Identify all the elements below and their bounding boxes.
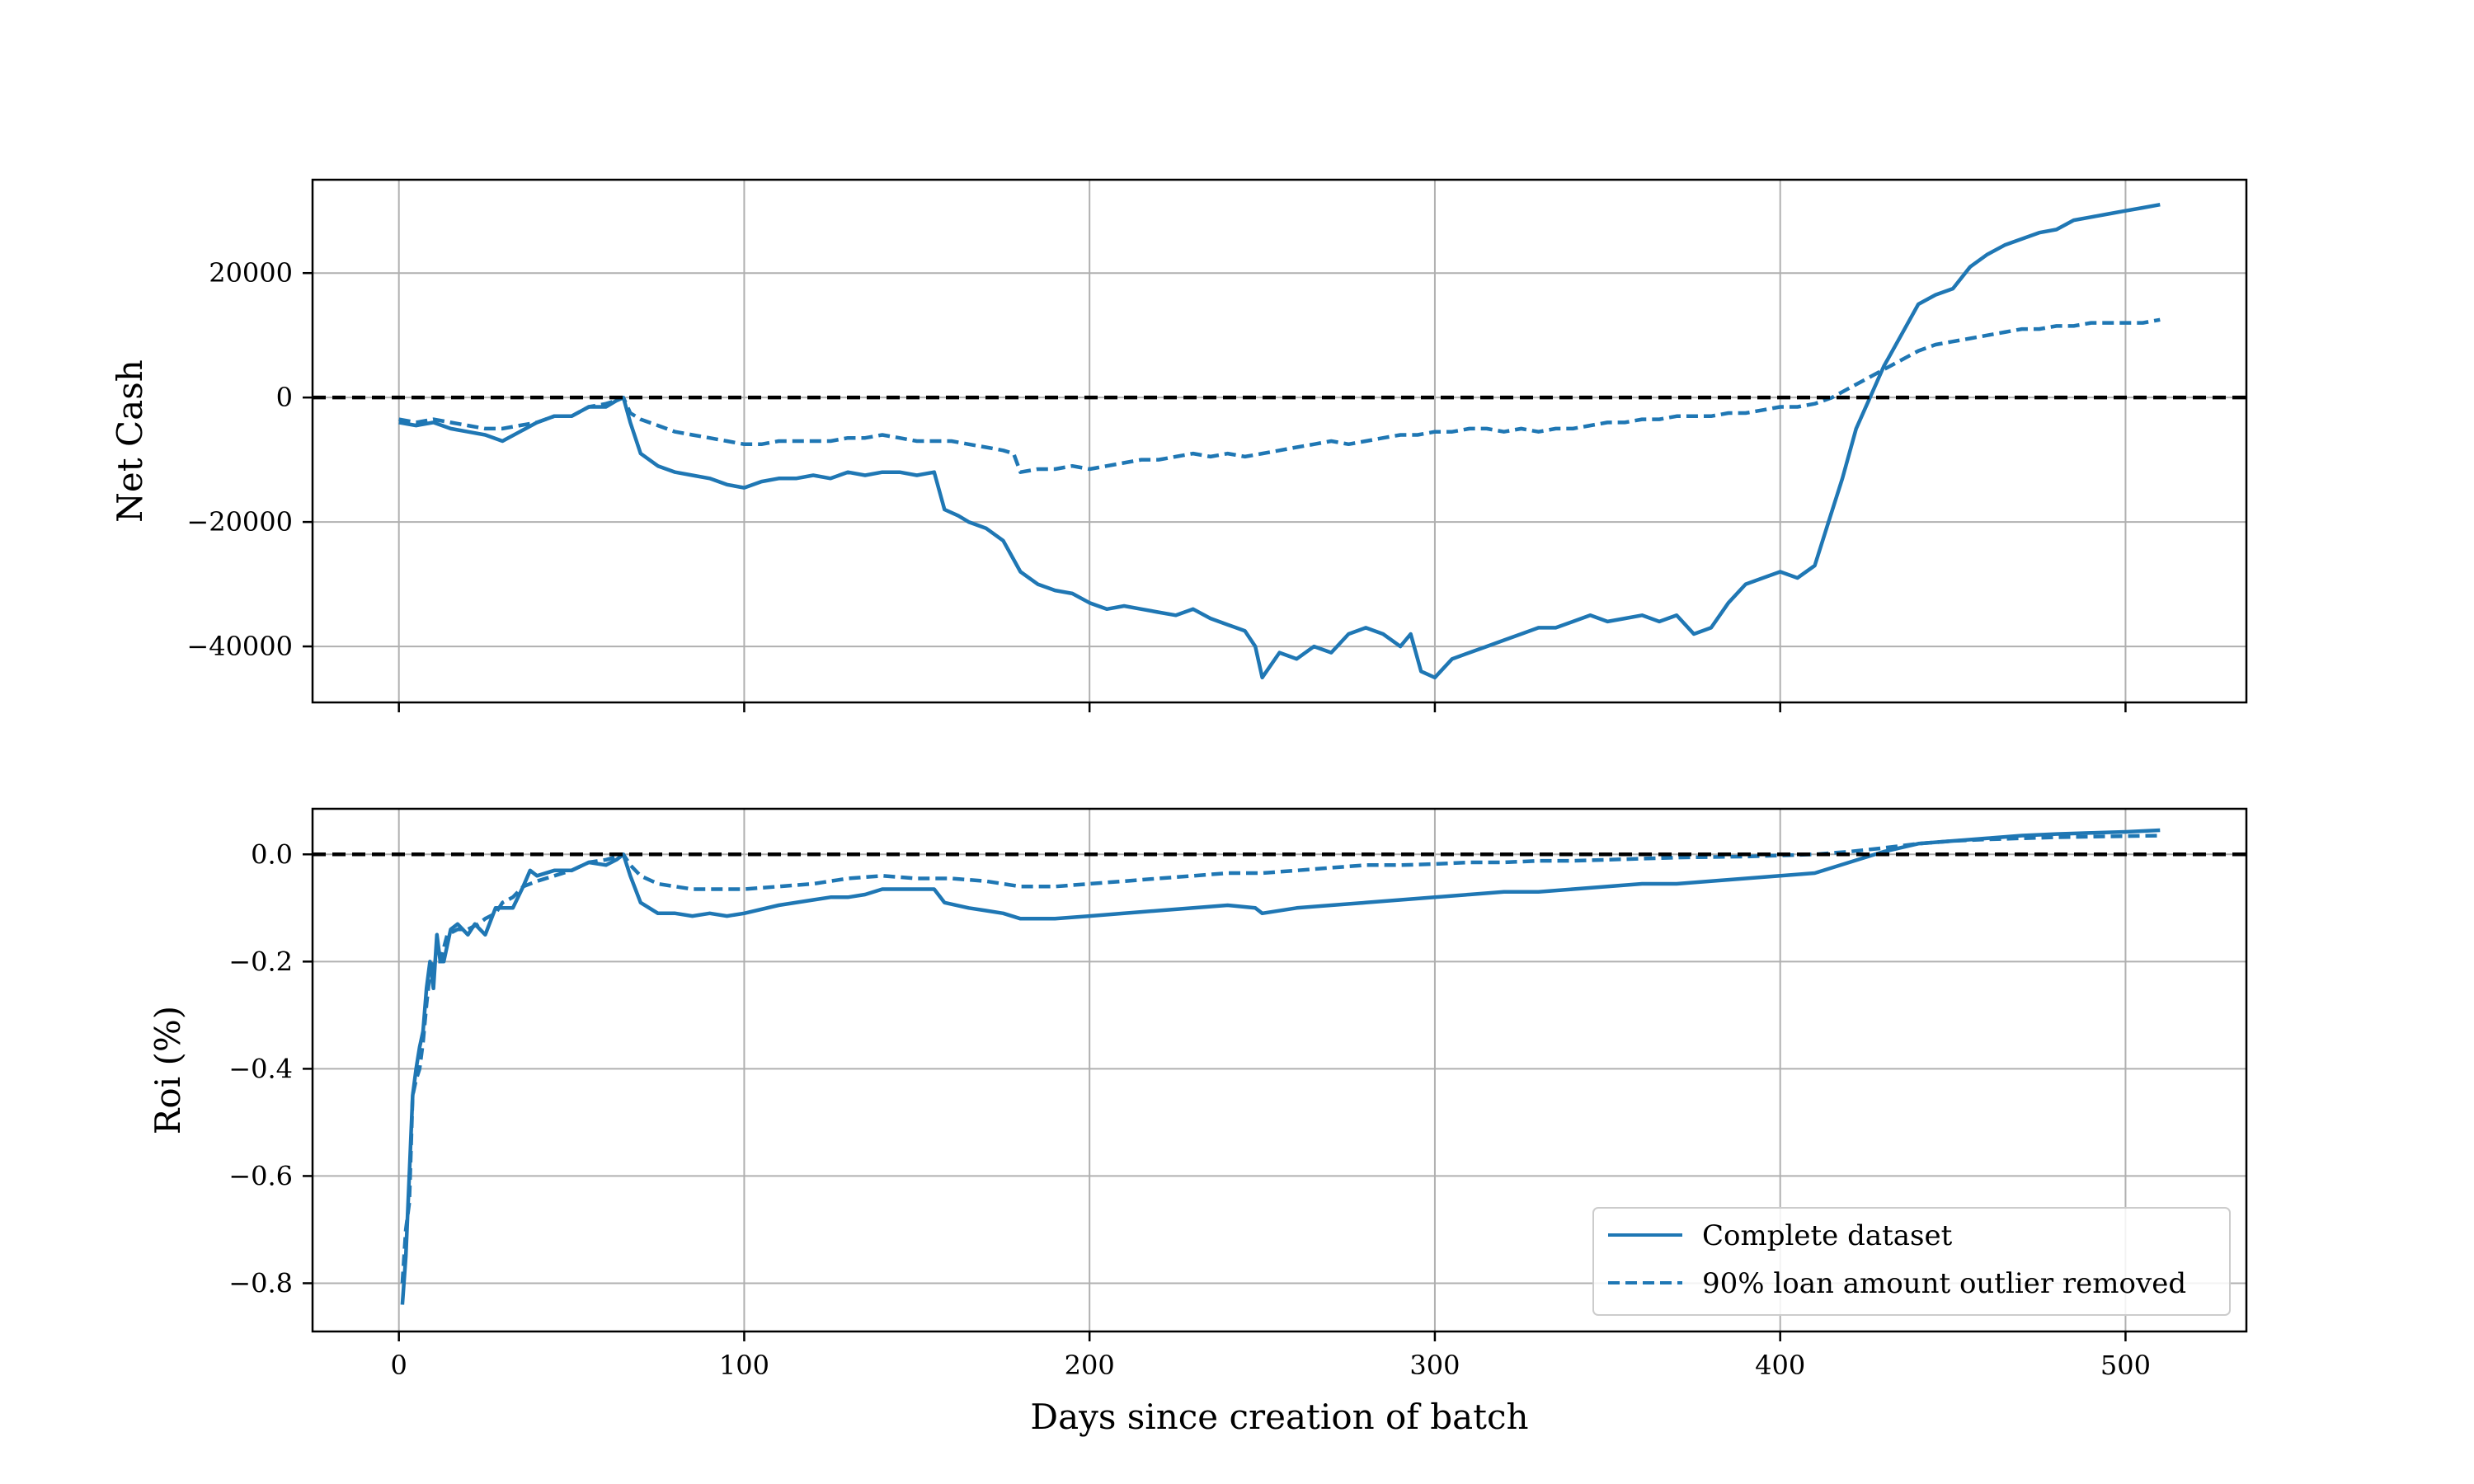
net-cash-ticks: −40000 −20000 0 20000 [186, 257, 2127, 712]
roi-series [400, 828, 2161, 1305]
net-cash-y-axis-label: Net Cash [110, 359, 150, 523]
roi-y-tick-label-2: −0.4 [228, 1053, 293, 1084]
net-cash-y-tick-label-0: −40000 [186, 631, 293, 662]
legend-box [1592, 1207, 2231, 1316]
roi-x-tick-label-3: 300 [1409, 1350, 1460, 1381]
net-cash-y-tick-label-2: 0 [276, 382, 293, 413]
roi-y-tick-label-4: 0.0 [251, 838, 293, 870]
roi-y-tick-label-3: −0.2 [228, 946, 293, 977]
roi-y-tick-label-1: −0.6 [228, 1160, 293, 1191]
net-cash-series-complete-dataset [398, 202, 2161, 680]
roi-y-tick-label-0: −0.8 [228, 1267, 293, 1298]
net-cash-panel: −40000 −20000 0 20000 Net Cash [110, 178, 2248, 712]
legend-label-complete-dataset: Complete dataset [1702, 1219, 1953, 1252]
roi-y-axis-label: Roi (%) [148, 1006, 188, 1134]
net-cash-series-outlier-removed [398, 317, 2161, 474]
net-cash-series [398, 202, 2161, 680]
net-cash-y-tick-label-3: 20000 [209, 257, 293, 289]
roi-x-axis-label: Days since creation of batch [1030, 1397, 1528, 1437]
roi-panel: 0 100 200 300 400 500 −0.8 −0.6 −0.4 −0.2 0.0 Roi … [148, 807, 2248, 1437]
legend-label-outlier-removed: 90% loan amount outlier removed [1702, 1267, 2186, 1300]
legend: Complete dataset 90% loan amount outlier… [1592, 1207, 2231, 1316]
roi-x-tick-label-4: 400 [1755, 1350, 1805, 1381]
roi-x-tick-label-1: 100 [719, 1350, 769, 1381]
roi-ticks: 0 100 200 300 400 500 −0.8 −0.6 −0.4 −0.2 0.0 [228, 838, 2151, 1381]
net-cash-plot-frame [311, 178, 2248, 704]
roi-plot-frame [311, 807, 2248, 1333]
roi-x-tick-label-2: 200 [1065, 1350, 1115, 1381]
roi-series-complete-dataset [400, 828, 2161, 1305]
net-cash-y-tick-label-1: −20000 [186, 506, 293, 538]
roi-x-tick-label-0: 0 [391, 1350, 407, 1381]
roi-x-tick-label-5: 500 [2100, 1350, 2151, 1381]
